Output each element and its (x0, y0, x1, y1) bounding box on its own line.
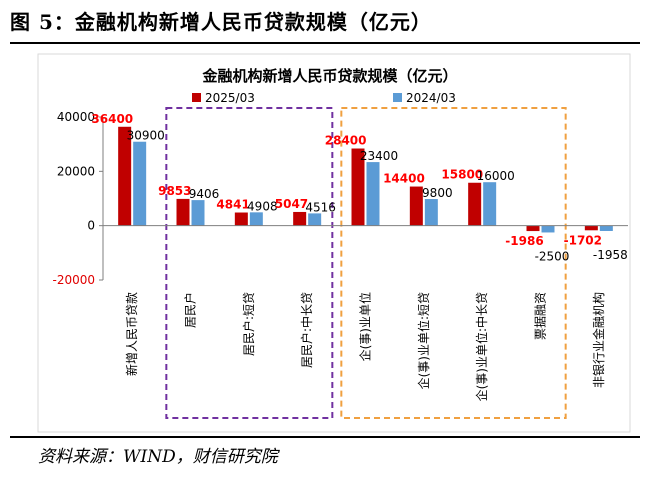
bar-a (468, 182, 482, 226)
data-label-b: 23400 (360, 149, 398, 163)
data-label-b: 16000 (477, 169, 515, 183)
bar-b (133, 141, 147, 226)
legend-swatch-a (192, 93, 201, 102)
y-tick-label: 40000 (57, 110, 95, 124)
highlight-box-2 (340, 107, 567, 419)
data-label-b: 4516 (305, 200, 336, 214)
data-label-a: -1986 (505, 234, 543, 248)
bar-b (191, 200, 205, 226)
source-note: 资料来源：WIND，财信研究院 (38, 447, 278, 467)
chart-title: 金融机构新增人民币贷款规模（亿元） (201, 67, 457, 85)
bar-a (409, 186, 423, 226)
data-label-b: -2500 (535, 249, 570, 263)
data-label-a: 36400 (91, 112, 133, 126)
category-label: 企(事)业单位:短贷 (416, 292, 431, 389)
highlight-box-1 (165, 107, 334, 419)
bar-b (483, 182, 497, 226)
y-tick-label: -20000 (52, 273, 95, 287)
bar-b (366, 162, 380, 226)
bar-a (234, 212, 248, 226)
legend-label-a: 2025/03 (205, 91, 255, 105)
bar-b (424, 199, 438, 226)
bar-a (351, 148, 365, 226)
category-label: 新增人民币贷款 (124, 292, 139, 376)
bar-b (541, 225, 555, 233)
category-label: 非银行业金融机构 (591, 292, 606, 388)
bar-b (308, 213, 322, 226)
bar-a (118, 126, 132, 226)
category-label: 居民户:短贷 (241, 292, 256, 356)
data-label-b: 9406 (189, 187, 220, 201)
category-label: 票据融资 (534, 292, 548, 340)
data-label-b: 9800 (422, 186, 453, 200)
bar-a (526, 225, 540, 232)
category-label: 企(事)业单位:中长贷 (474, 292, 489, 401)
category-label: 居民户:中长贷 (299, 292, 314, 368)
bar-b (599, 225, 613, 231)
bar-a (293, 211, 307, 226)
data-label-a: 9853 (158, 184, 191, 198)
category-label: 居民户 (183, 292, 198, 328)
data-label-a: 5047 (275, 197, 308, 211)
data-label-b: 4908 (247, 199, 278, 213)
legend-label-b: 2024/03 (406, 91, 456, 105)
legend-swatch-b (393, 93, 402, 102)
y-tick-label: 0 (87, 219, 95, 233)
figure-title: 图 5：金融机构新增人民币贷款规模（亿元） (10, 10, 432, 34)
category-label: 企(事)业单位 (358, 292, 373, 361)
data-label-a: 4841 (216, 198, 249, 212)
chart-frame (37, 53, 631, 433)
y-tick-label: 20000 (57, 164, 95, 178)
data-label-a: 15800 (441, 168, 483, 182)
plot-area: 40000200000-2000036400309009853940648414… (52, 107, 628, 419)
data-label-b: 30900 (127, 129, 165, 143)
bar-a (584, 225, 598, 231)
bar-a (176, 198, 190, 226)
bar-b (249, 212, 263, 226)
data-label-b: -1958 (593, 248, 628, 262)
top-rule (10, 42, 640, 44)
data-label-a: -1702 (564, 233, 602, 247)
data-label-a: 14400 (383, 172, 425, 186)
bottom-rule (10, 436, 640, 438)
data-label-a: 28400 (325, 134, 367, 148)
